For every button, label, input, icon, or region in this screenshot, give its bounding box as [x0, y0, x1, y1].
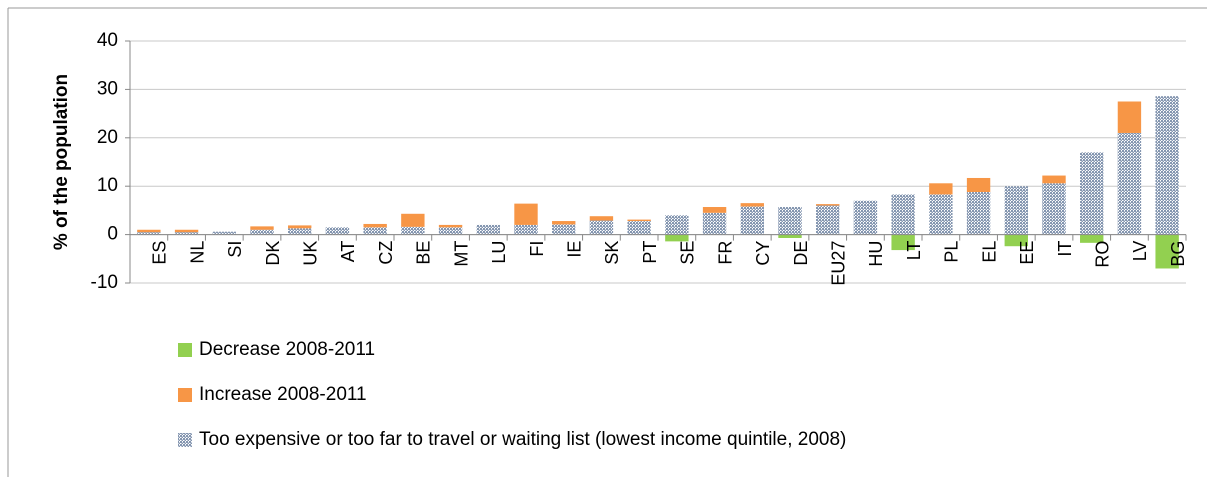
bar-segment	[929, 194, 953, 235]
bar-segment	[816, 204, 840, 206]
legend-label: Too expensive or too far to travel or wa…	[199, 429, 846, 450]
bar-segment	[589, 216, 614, 221]
bar-segment	[325, 227, 350, 235]
bar-segment	[1042, 175, 1066, 184]
bar-segment	[552, 221, 576, 225]
bar-segment	[1155, 96, 1179, 235]
bar-segment	[816, 205, 840, 235]
bar-segment	[174, 232, 199, 235]
x-tick-label: LT	[904, 241, 924, 261]
y-tick-label: 40	[97, 30, 118, 51]
legend-label: Increase 2008-2011	[199, 384, 367, 405]
x-tick-label: PT	[640, 241, 660, 264]
bar-segment	[702, 212, 727, 235]
bar-segment	[288, 225, 312, 229]
legend-swatch	[178, 388, 192, 402]
x-tick-label: LV	[1130, 241, 1150, 262]
bar-segment	[891, 194, 915, 235]
bar-segment	[401, 213, 425, 227]
bar-segment	[174, 229, 199, 233]
x-tick-label: CZ	[376, 241, 396, 265]
x-tick-label: HU	[866, 241, 886, 267]
bar-segment	[702, 207, 727, 213]
y-tick-label: 30	[97, 78, 118, 99]
x-tick-label: MT	[451, 241, 471, 267]
bar-segment	[401, 226, 425, 235]
bar-segment	[778, 207, 802, 235]
x-tick-label: EU27	[828, 241, 848, 286]
x-tick-label: BG	[1168, 241, 1188, 267]
y-tick-label: 0	[107, 224, 118, 245]
bar-segment	[627, 219, 651, 222]
legend-label: Decrease 2008-2011	[199, 339, 375, 360]
x-tick-label: FI	[527, 241, 547, 257]
x-tick-label: IE	[564, 241, 584, 258]
x-tick-label: EE	[1017, 241, 1037, 265]
bar-segment	[966, 177, 991, 193]
bar-segment	[288, 228, 312, 235]
bar-segment	[1117, 101, 1142, 133]
x-tick-label: SI	[225, 241, 245, 258]
bar-segment	[552, 224, 576, 235]
bar-segment	[589, 220, 614, 235]
bar-segment	[363, 227, 387, 235]
bar-segment	[1004, 186, 1028, 235]
bar-segment	[853, 200, 878, 235]
x-tick-label: NL	[187, 241, 207, 264]
legend-swatch	[178, 343, 192, 357]
x-tick-label: SK	[602, 241, 622, 265]
x-tick-label: AT	[338, 241, 358, 263]
bar-segment	[778, 234, 802, 238]
bar-segment	[514, 203, 538, 225]
bar-segment	[250, 226, 274, 230]
x-tick-label: BE	[414, 241, 434, 265]
bar-segment	[476, 224, 500, 235]
x-tick-label: IT	[1055, 241, 1075, 257]
bar-segment	[250, 229, 274, 235]
x-tick-label: DK	[263, 241, 283, 266]
bar-segment	[966, 192, 991, 235]
bar-segment	[929, 183, 953, 195]
x-tick-label: RO	[1092, 241, 1112, 268]
y-tick-label: 20	[97, 127, 118, 148]
x-tick-label: UK	[300, 241, 320, 266]
bar-segment	[1155, 234, 1179, 269]
bar-segment	[1042, 183, 1066, 235]
y-tick-label: -10	[91, 272, 118, 293]
bar-segment	[740, 203, 764, 207]
bar-segment	[212, 231, 236, 235]
bar-segment	[891, 234, 915, 251]
bar-segment	[514, 224, 538, 235]
x-tick-label: PL	[942, 241, 962, 263]
bar-segment	[665, 215, 689, 235]
x-tick-label: LU	[489, 241, 509, 264]
bar-segment	[137, 229, 161, 233]
bar-segment	[137, 232, 161, 235]
bar-segment	[740, 206, 764, 235]
legend-swatch	[178, 433, 192, 447]
bar-segment	[1080, 234, 1104, 243]
x-tick-label: FR	[715, 241, 735, 265]
bar-segment	[1117, 132, 1142, 235]
bar-segment	[438, 224, 463, 228]
x-tick-label: EL	[979, 241, 999, 263]
y-axis-title: % of the population	[51, 74, 72, 250]
bar-segment	[1080, 152, 1104, 235]
x-tick-label: CY	[753, 241, 773, 266]
bar-segment	[627, 221, 651, 235]
y-tick-label: 10	[97, 175, 118, 196]
bar-segment	[665, 234, 689, 242]
x-tick-label: SE	[678, 241, 698, 265]
bar-segment	[363, 223, 387, 228]
bar-segment	[1004, 234, 1028, 247]
x-tick-label: ES	[150, 241, 170, 265]
bar-segment	[438, 227, 463, 235]
x-tick-label: DE	[791, 241, 811, 266]
